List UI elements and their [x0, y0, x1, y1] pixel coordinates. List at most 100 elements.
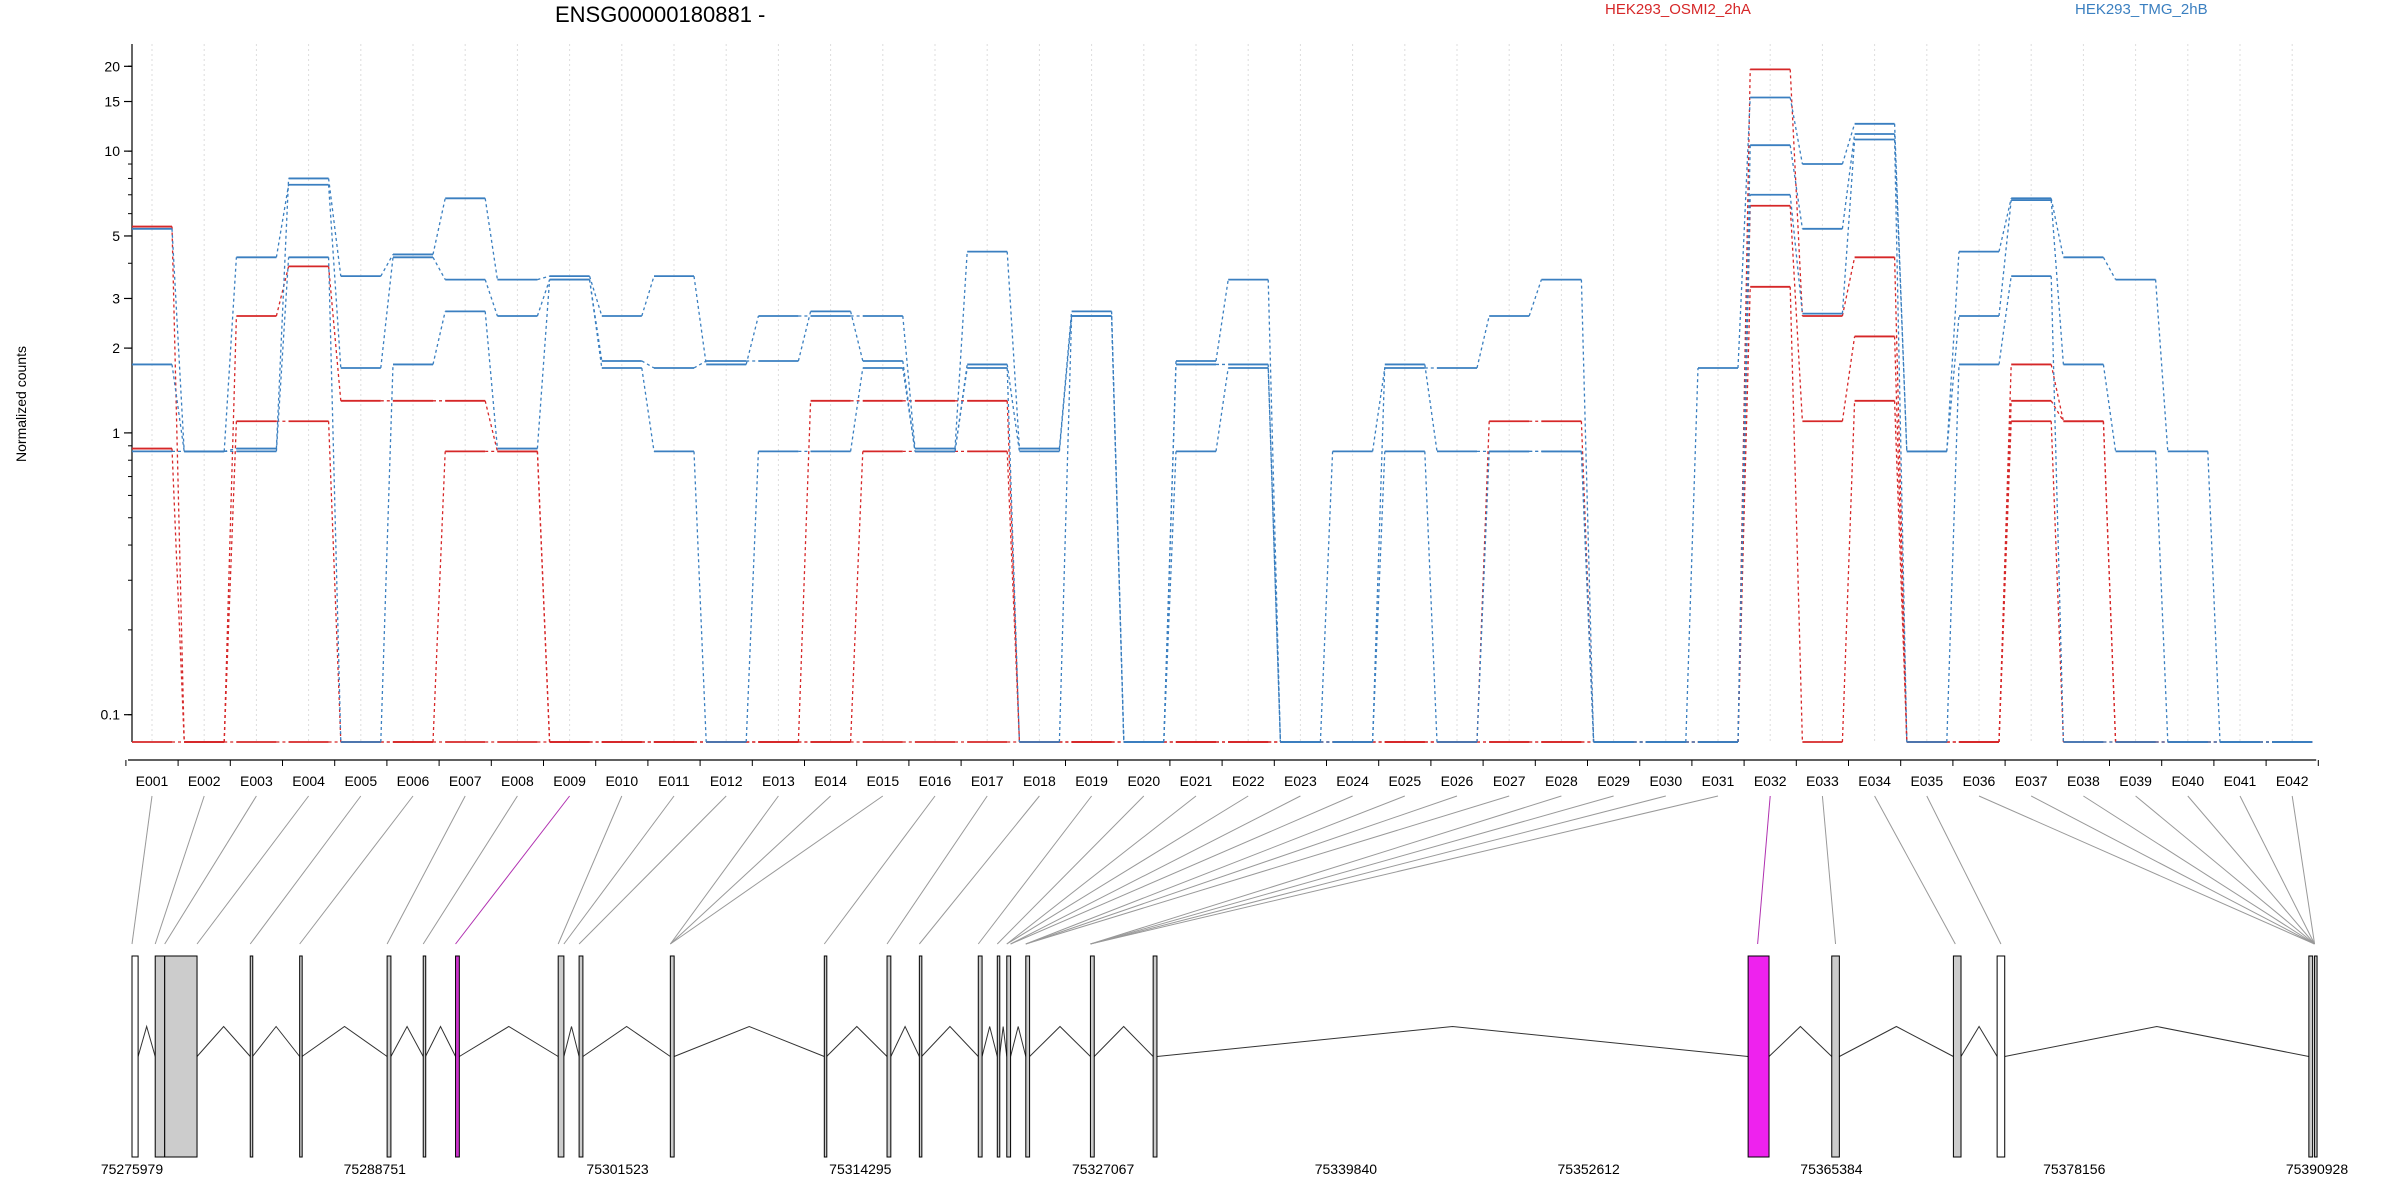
- connector-segment: [537, 275, 550, 281]
- connector-segment: [588, 275, 603, 317]
- exon-label: E026: [1441, 773, 1474, 789]
- connector-segment: [1476, 315, 1490, 369]
- exon-connector: [2239, 795, 2316, 945]
- exon-connector: [1821, 795, 1837, 945]
- legend-label-osmi2: HEK293_OSMI2_2hA: [1605, 1, 1751, 18]
- connector-segment: [1841, 336, 1856, 422]
- exon-block: [422, 955, 427, 1158]
- connector-segment: [1893, 336, 1908, 743]
- connector-segment: [1737, 69, 1751, 743]
- y-axis-label: Normalized counts: [13, 346, 29, 462]
- connector-segment: [745, 451, 760, 743]
- connector-segment: [797, 400, 812, 743]
- exon-connector: [1025, 795, 1510, 945]
- coordinate-label: 75314295: [829, 1161, 892, 1177]
- connector-segment: [275, 257, 290, 452]
- connector-segment: [536, 279, 551, 449]
- exon-label: E022: [1232, 773, 1265, 789]
- connector-segment: [171, 228, 185, 452]
- connector-segment: [1371, 451, 1386, 743]
- exon-label: E020: [1127, 773, 1160, 789]
- exon-label: E019: [1075, 773, 1108, 789]
- connector-segment: [1789, 69, 1804, 317]
- intron: [390, 1025, 424, 1057]
- exon-block: [1952, 955, 1962, 1158]
- connector-segment: [327, 178, 342, 277]
- connector-segment: [1998, 200, 2012, 317]
- exon-label: E036: [1963, 773, 1996, 789]
- intron: [563, 1026, 580, 1057]
- y-tick-label: 3: [112, 290, 120, 306]
- connector-segment: [536, 451, 551, 743]
- exon-label: E038: [2067, 773, 2100, 789]
- connector-segment: [2102, 256, 2117, 280]
- coordinate-label: 75288751: [344, 1161, 407, 1177]
- connector-segment: [1580, 279, 1595, 743]
- coordinate-label: 75365384: [1800, 1161, 1863, 1177]
- connector-segment: [1058, 315, 1073, 743]
- exon-connector: [1006, 795, 1249, 945]
- connector-segment: [1789, 194, 1804, 314]
- exon-connector: [1090, 795, 1719, 945]
- intron: [999, 1026, 1008, 1057]
- exon-connector: [386, 795, 466, 945]
- exon-label: E030: [1649, 773, 1682, 789]
- connector-segment: [275, 184, 290, 258]
- connector-segment: [275, 266, 290, 317]
- exon-connector: [1978, 795, 2315, 945]
- connector-segment: [1163, 451, 1177, 743]
- exon-label: E024: [1336, 773, 1369, 789]
- series: [132, 138, 2313, 743]
- connector-segment: [1893, 139, 1908, 743]
- connector-segment: [902, 315, 916, 449]
- exon-connector: [886, 795, 988, 945]
- exon-connector: [670, 795, 884, 945]
- connector-segment: [1789, 145, 1804, 229]
- connector-segment: [1215, 367, 1229, 452]
- connector-segment: [1737, 286, 1751, 743]
- intron: [921, 1025, 979, 1057]
- series: [132, 285, 2313, 743]
- connector-segment: [1267, 367, 1282, 743]
- exon-connector: [557, 795, 623, 945]
- connector-segment: [432, 256, 446, 280]
- series-layer: [132, 68, 2313, 743]
- exon-block: [249, 955, 254, 1158]
- exon-connector: [2291, 795, 2316, 945]
- connector-segment: [693, 451, 707, 743]
- exon-connector: [1757, 795, 1771, 945]
- exon-connector: [823, 795, 936, 945]
- coordinate-label: 75339840: [1315, 1161, 1378, 1177]
- exon-label: E012: [710, 773, 743, 789]
- exon-block: [455, 955, 460, 1158]
- connector-segment: [954, 251, 968, 449]
- exon-connector: [455, 795, 570, 945]
- exon-block: [2314, 955, 2318, 1158]
- connector-segment: [484, 400, 499, 452]
- exon-connector: [1025, 795, 1405, 945]
- exon-block: [1747, 955, 1770, 1158]
- connector-segment: [1946, 315, 1960, 452]
- connector-segment: [1841, 400, 1856, 743]
- connector-segment: [171, 226, 185, 743]
- y-tick-label: 10: [104, 143, 120, 159]
- connector-segment: [1476, 451, 1490, 743]
- exon-connector: [249, 795, 362, 945]
- exon-label: E015: [866, 773, 899, 789]
- exon-connector: [2030, 795, 2315, 945]
- y-tick-label: 20: [104, 58, 120, 74]
- series: [132, 133, 2313, 743]
- exon-connector: [977, 795, 1092, 945]
- exon-label: E001: [136, 773, 169, 789]
- connector-segment: [484, 311, 499, 449]
- connector-segment: [1737, 194, 1751, 743]
- exon-label: E014: [814, 773, 847, 789]
- connector-segment: [2207, 451, 2221, 743]
- intron: [1156, 1025, 1749, 1057]
- series: [132, 68, 2313, 743]
- exon-connector: [154, 795, 205, 945]
- intron: [1010, 1026, 1027, 1057]
- exon-label: E017: [971, 773, 1004, 789]
- intron: [196, 1025, 251, 1057]
- exon-block: [557, 955, 565, 1158]
